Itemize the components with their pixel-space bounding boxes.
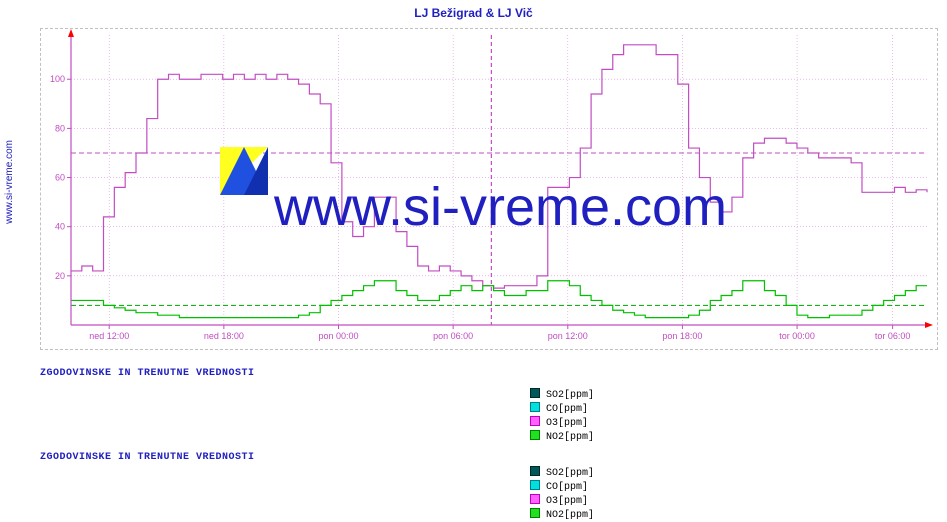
svg-text:60: 60 bbox=[55, 173, 65, 183]
legend-item: O3[ppm] bbox=[530, 494, 594, 508]
legend-item: SO2[ppm] bbox=[530, 388, 594, 402]
legend-label: NO2[ppm] bbox=[546, 510, 594, 521]
chart-svg: ned 12:00 ned 18:00 pon 00:00 pon 06:00 pon … bbox=[41, 29, 937, 349]
legend-2: SO2[ppm] CO[ppm] O3[ppm] NO2[ppm] bbox=[530, 466, 594, 522]
legend-swatch bbox=[530, 508, 540, 518]
legend-label: SO2[ppm] bbox=[546, 468, 594, 479]
section-label-1: ZGODOVINSKE IN TRENUTNE VREDNOSTI bbox=[40, 368, 255, 379]
svg-text:20: 20 bbox=[55, 271, 65, 281]
legend-1: SO2[ppm] CO[ppm] O3[ppm] NO2[ppm] bbox=[530, 388, 594, 444]
svg-text:80: 80 bbox=[55, 123, 65, 133]
legend-label: O3[ppm] bbox=[546, 496, 588, 507]
svg-text:pon 12:00: pon 12:00 bbox=[548, 331, 588, 341]
legend-label: NO2[ppm] bbox=[546, 432, 594, 443]
legend-swatch bbox=[530, 388, 540, 398]
section-label-2: ZGODOVINSKE IN TRENUTNE VREDNOSTI bbox=[40, 452, 255, 463]
legend-swatch bbox=[530, 416, 540, 426]
svg-text:100: 100 bbox=[50, 74, 65, 84]
side-label: www.si-vreme.com bbox=[4, 140, 15, 224]
svg-text:40: 40 bbox=[55, 222, 65, 232]
legend-item: CO[ppm] bbox=[530, 480, 594, 494]
legend-item: O3[ppm] bbox=[530, 416, 594, 430]
legend-swatch bbox=[530, 480, 540, 490]
legend-label: O3[ppm] bbox=[546, 418, 588, 429]
legend-item: NO2[ppm] bbox=[530, 430, 594, 444]
legend-swatch bbox=[530, 466, 540, 476]
svg-text:tor 00:00: tor 00:00 bbox=[779, 331, 815, 341]
legend-label: CO[ppm] bbox=[546, 482, 588, 493]
svg-text:tor 06:00: tor 06:00 bbox=[875, 331, 911, 341]
svg-text:pon 06:00: pon 06:00 bbox=[433, 331, 473, 341]
legend-swatch bbox=[530, 494, 540, 504]
legend-item: NO2[ppm] bbox=[530, 508, 594, 522]
legend-label: SO2[ppm] bbox=[546, 390, 594, 401]
chart-title: LJ Bežigrad & LJ Vič bbox=[0, 6, 947, 20]
svg-text:ned 18:00: ned 18:00 bbox=[204, 331, 244, 341]
svg-text:pon 18:00: pon 18:00 bbox=[662, 331, 702, 341]
legend-item: SO2[ppm] bbox=[530, 466, 594, 480]
legend-swatch bbox=[530, 402, 540, 412]
legend-label: CO[ppm] bbox=[546, 404, 588, 415]
svg-text:pon 00:00: pon 00:00 bbox=[318, 331, 358, 341]
legend-item: CO[ppm] bbox=[530, 402, 594, 416]
svg-text:ned 12:00: ned 12:00 bbox=[89, 331, 129, 341]
legend-swatch bbox=[530, 430, 540, 440]
chart-panel: ned 12:00 ned 18:00 pon 00:00 pon 06:00 pon … bbox=[40, 28, 938, 350]
